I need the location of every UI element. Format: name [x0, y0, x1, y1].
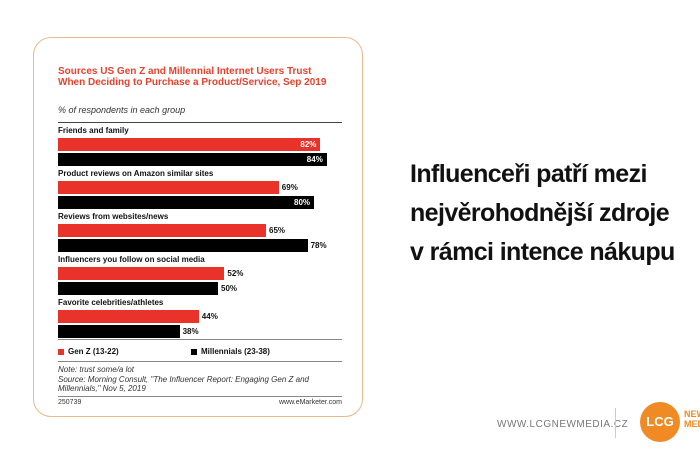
heading-line: v rámci intence nákupu	[410, 238, 675, 266]
category-label: Favorite celebrities/athletes	[58, 298, 164, 307]
bar	[58, 196, 314, 209]
chart-card: Sources US Gen Z and Millennial Internet…	[33, 37, 363, 417]
value-label: 78%	[310, 241, 327, 250]
bar	[58, 267, 225, 280]
source: Source: Morning Consult, "The Influencer…	[58, 375, 309, 393]
legend-swatch	[58, 349, 64, 355]
value-label: 52%	[227, 269, 244, 278]
bar	[58, 325, 180, 338]
rule	[58, 122, 342, 123]
rule	[58, 396, 342, 397]
note: Note: trust some/a lot	[58, 365, 135, 374]
site: www.eMarketer.com	[278, 399, 342, 406]
chart-title: Sources US Gen Z and Millennial Internet…	[58, 66, 327, 88]
footer-url: WWW.LCGNEWMEDIA.CZ	[497, 419, 629, 430]
divider	[615, 408, 616, 438]
bar	[58, 153, 327, 166]
category-label: Reviews from websites/news	[58, 212, 169, 221]
value-label: 38%	[182, 327, 199, 336]
value-label: 80%	[294, 198, 311, 207]
bar	[58, 310, 199, 323]
category-label: Friends and family	[58, 126, 129, 135]
logo-text: MEDIA	[684, 419, 700, 429]
heading-line: Influenceři patří mezi	[410, 160, 647, 188]
value-label: 84%	[306, 155, 323, 164]
value-label: 44%	[201, 312, 218, 321]
bar	[58, 181, 279, 194]
category-label: Product reviews on Amazon similar sites	[58, 169, 214, 178]
legend-label: Millennials (23-38)	[201, 347, 270, 356]
logo: LCG	[640, 402, 680, 442]
logo-text: NEW	[684, 409, 700, 419]
value-label: 50%	[221, 284, 238, 293]
chart-subtitle: % of respondents in each group	[58, 105, 186, 115]
value-label: 69%	[281, 183, 298, 192]
bar	[58, 282, 218, 295]
rule	[58, 339, 342, 340]
legend-swatch	[191, 349, 197, 355]
bar	[58, 138, 321, 151]
bar	[58, 224, 266, 237]
rule	[58, 361, 342, 362]
heading-line: nejvěrohodnější zdroje	[410, 199, 670, 227]
category-label: Influencers you follow on social media	[58, 255, 205, 264]
bar	[58, 239, 308, 252]
value-label: 82%	[300, 140, 317, 149]
chart-id: 250739	[58, 399, 82, 406]
value-label: 65%	[269, 226, 286, 235]
legend-label: Gen Z (13-22)	[68, 347, 119, 356]
